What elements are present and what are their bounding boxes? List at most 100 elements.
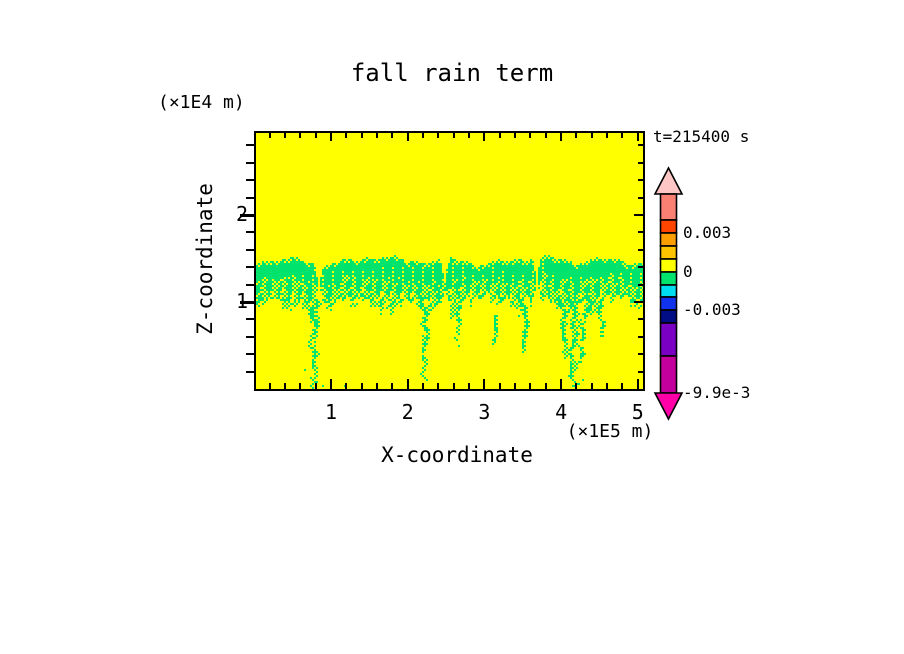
colorbar-segment-2 (659, 232, 678, 247)
x-minor-tick-bottom (606, 383, 609, 389)
x-minor-tick-top (452, 133, 455, 138)
x-minor-tick-bottom (452, 383, 455, 389)
x-minor-tick-top (422, 133, 425, 138)
y-major-tick-right (634, 301, 643, 303)
y-minor-tick-left (246, 266, 254, 269)
x-major-tick-top (483, 133, 486, 141)
x-minor-tick-bottom (590, 383, 593, 389)
colorbar-segment-9 (659, 322, 678, 357)
y-minor-tick-left (246, 283, 254, 286)
x-minor-tick-bottom (268, 383, 271, 389)
y-minor-tick-left (246, 335, 254, 338)
x-major-tick-top (406, 133, 409, 141)
colorbar-segment-8 (659, 309, 678, 324)
x-minor-tick-bottom (391, 383, 394, 389)
y-minor-tick-right (638, 370, 643, 373)
x-minor-tick-bottom (376, 383, 379, 389)
y-minor-tick-left (246, 179, 254, 182)
x-minor-tick-bottom (514, 383, 517, 389)
chart-title: fall rain term (350, 59, 554, 87)
y-major-tick-right (634, 214, 643, 216)
y-minor-tick-right (638, 144, 643, 147)
colorbar-tick-label: 0.003 (683, 223, 732, 242)
x-major-tick-bottom (560, 379, 563, 389)
x-major-tick-top (330, 133, 332, 141)
y-minor-tick-left (246, 370, 254, 373)
x-minor-tick-top (268, 133, 271, 138)
x-minor-tick-top (606, 133, 609, 138)
colorbar-segment-3 (659, 245, 678, 260)
x-minor-tick-top (590, 133, 593, 138)
x-minor-tick-top (621, 133, 624, 138)
heatmap-field (256, 133, 643, 389)
x-major-tick-top (560, 133, 563, 141)
y-minor-tick-left (246, 248, 254, 251)
y-minor-tick-left (246, 161, 254, 164)
x-minor-tick-top (544, 133, 547, 138)
colorbar-tick-label: -9.9e-3 (683, 383, 751, 402)
x-minor-tick-bottom (314, 383, 317, 389)
x-minor-tick-bottom (422, 383, 425, 389)
y-axis-title: Z-coordinate (193, 183, 217, 335)
y-minor-tick-right (638, 283, 643, 286)
x-minor-tick-bottom (299, 383, 302, 389)
x-minor-tick-top (514, 133, 517, 138)
colorbar-under-arrow (653, 392, 684, 421)
x-minor-tick-bottom (498, 383, 501, 389)
x-tick-label: 5 (631, 400, 644, 424)
x-minor-tick-bottom (437, 383, 440, 389)
x-minor-tick-top (299, 133, 302, 138)
x-axis-title: X-coordinate (381, 443, 533, 467)
y-minor-tick-right (638, 196, 643, 199)
y-major-tick-left (240, 214, 254, 217)
x-minor-tick-bottom (621, 383, 624, 389)
x-major-tick-bottom (330, 379, 332, 389)
colorbar-segment-7 (659, 296, 678, 311)
y-tick-label: 2 (235, 202, 248, 226)
y-minor-tick-left (246, 144, 254, 147)
x-minor-tick-top (360, 133, 363, 138)
y-minor-tick-right (638, 353, 643, 356)
y-minor-tick-right (638, 318, 643, 321)
x-minor-tick-bottom (345, 383, 348, 389)
x-minor-tick-top (437, 133, 440, 138)
y-minor-tick-right (638, 161, 643, 164)
x-minor-tick-top (283, 133, 286, 138)
y-axis-unit-label: (×1E4 m) (158, 92, 245, 113)
x-minor-tick-top (468, 133, 471, 138)
colorbar-over-arrow (653, 166, 684, 195)
x-minor-tick-top (575, 133, 578, 138)
x-tick-label: 3 (478, 400, 491, 424)
heatmap-clip (256, 133, 643, 389)
x-minor-tick-top (314, 133, 317, 138)
colorbar-segment-10 (659, 355, 678, 394)
y-minor-tick-left (246, 318, 254, 321)
x-tick-label: 2 (401, 400, 414, 424)
x-minor-tick-top (345, 133, 348, 138)
x-axis-unit-label: (×1E5 m) (566, 421, 654, 442)
plot-area (240, 131, 645, 391)
colorbar-segment-5 (659, 271, 678, 286)
x-tick-label: 4 (555, 400, 568, 424)
x-minor-tick-bottom (283, 383, 286, 389)
colorbar-tick-label: 0 (683, 262, 693, 281)
colorbar-segment-6 (659, 284, 678, 298)
y-major-tick-left (240, 301, 254, 304)
x-minor-tick-bottom (468, 383, 471, 389)
colorbar-segment-0 (659, 193, 678, 221)
y-minor-tick-left (246, 353, 254, 356)
x-minor-tick-bottom (360, 383, 363, 389)
colorbar (653, 166, 684, 421)
y-minor-tick-right (638, 335, 643, 338)
y-tick-label: 1 (235, 289, 248, 313)
x-tick-label: 1 (324, 400, 338, 424)
time-annotation: t=215400 s (653, 127, 750, 146)
x-minor-tick-top (498, 133, 501, 138)
x-major-tick-top (636, 133, 639, 141)
y-minor-tick-right (638, 248, 643, 251)
colorbar-segment-1 (659, 219, 678, 234)
x-minor-tick-bottom (544, 383, 547, 389)
x-major-tick-bottom (406, 379, 409, 389)
y-minor-tick-left (246, 231, 254, 234)
